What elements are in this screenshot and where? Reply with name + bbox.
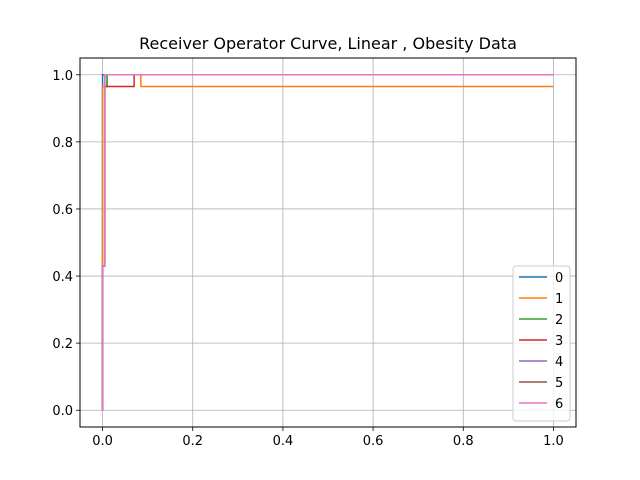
y-tick-label: 0.6 — [52, 203, 73, 218]
chart-title: Receiver Operator Curve, Linear , Obesit… — [139, 34, 517, 53]
x-tick-label: 0.4 — [273, 434, 294, 449]
legend-label-5: 5 — [555, 376, 563, 391]
plot-frame — [79, 57, 577, 428]
legend-label-2: 2 — [555, 313, 563, 328]
series-lines — [101, 74, 554, 411]
x-tick-label: 1.0 — [543, 434, 564, 449]
series-line-6 — [101, 74, 554, 411]
y-tick-label: 0.0 — [52, 404, 73, 419]
legend: 0 1 2 3 4 5 6 — [512, 265, 571, 422]
y-tick-label: 0.8 — [52, 136, 73, 151]
x-axis: 0.0 0.2 0.4 0.6 0.8 1.0 — [92, 427, 564, 449]
x-tick-label: 0.2 — [182, 434, 203, 449]
y-tick-label: 0.4 — [52, 270, 73, 285]
grid-lines — [80, 58, 576, 427]
x-tick-label: 0.8 — [453, 434, 474, 449]
x-tick-label: 0.6 — [363, 434, 384, 449]
legend-label-6: 6 — [555, 397, 563, 412]
y-tick-label: 0.2 — [52, 337, 73, 352]
legend-label-0: 0 — [555, 271, 563, 286]
y-axis: 0.0 0.2 0.4 0.6 0.8 1.0 — [52, 69, 80, 419]
legend-label-3: 3 — [555, 334, 563, 349]
y-tick-label: 1.0 — [52, 69, 73, 84]
legend-label-4: 4 — [555, 355, 563, 370]
legend-label-1: 1 — [555, 292, 563, 307]
x-tick-label: 0.0 — [92, 434, 113, 449]
